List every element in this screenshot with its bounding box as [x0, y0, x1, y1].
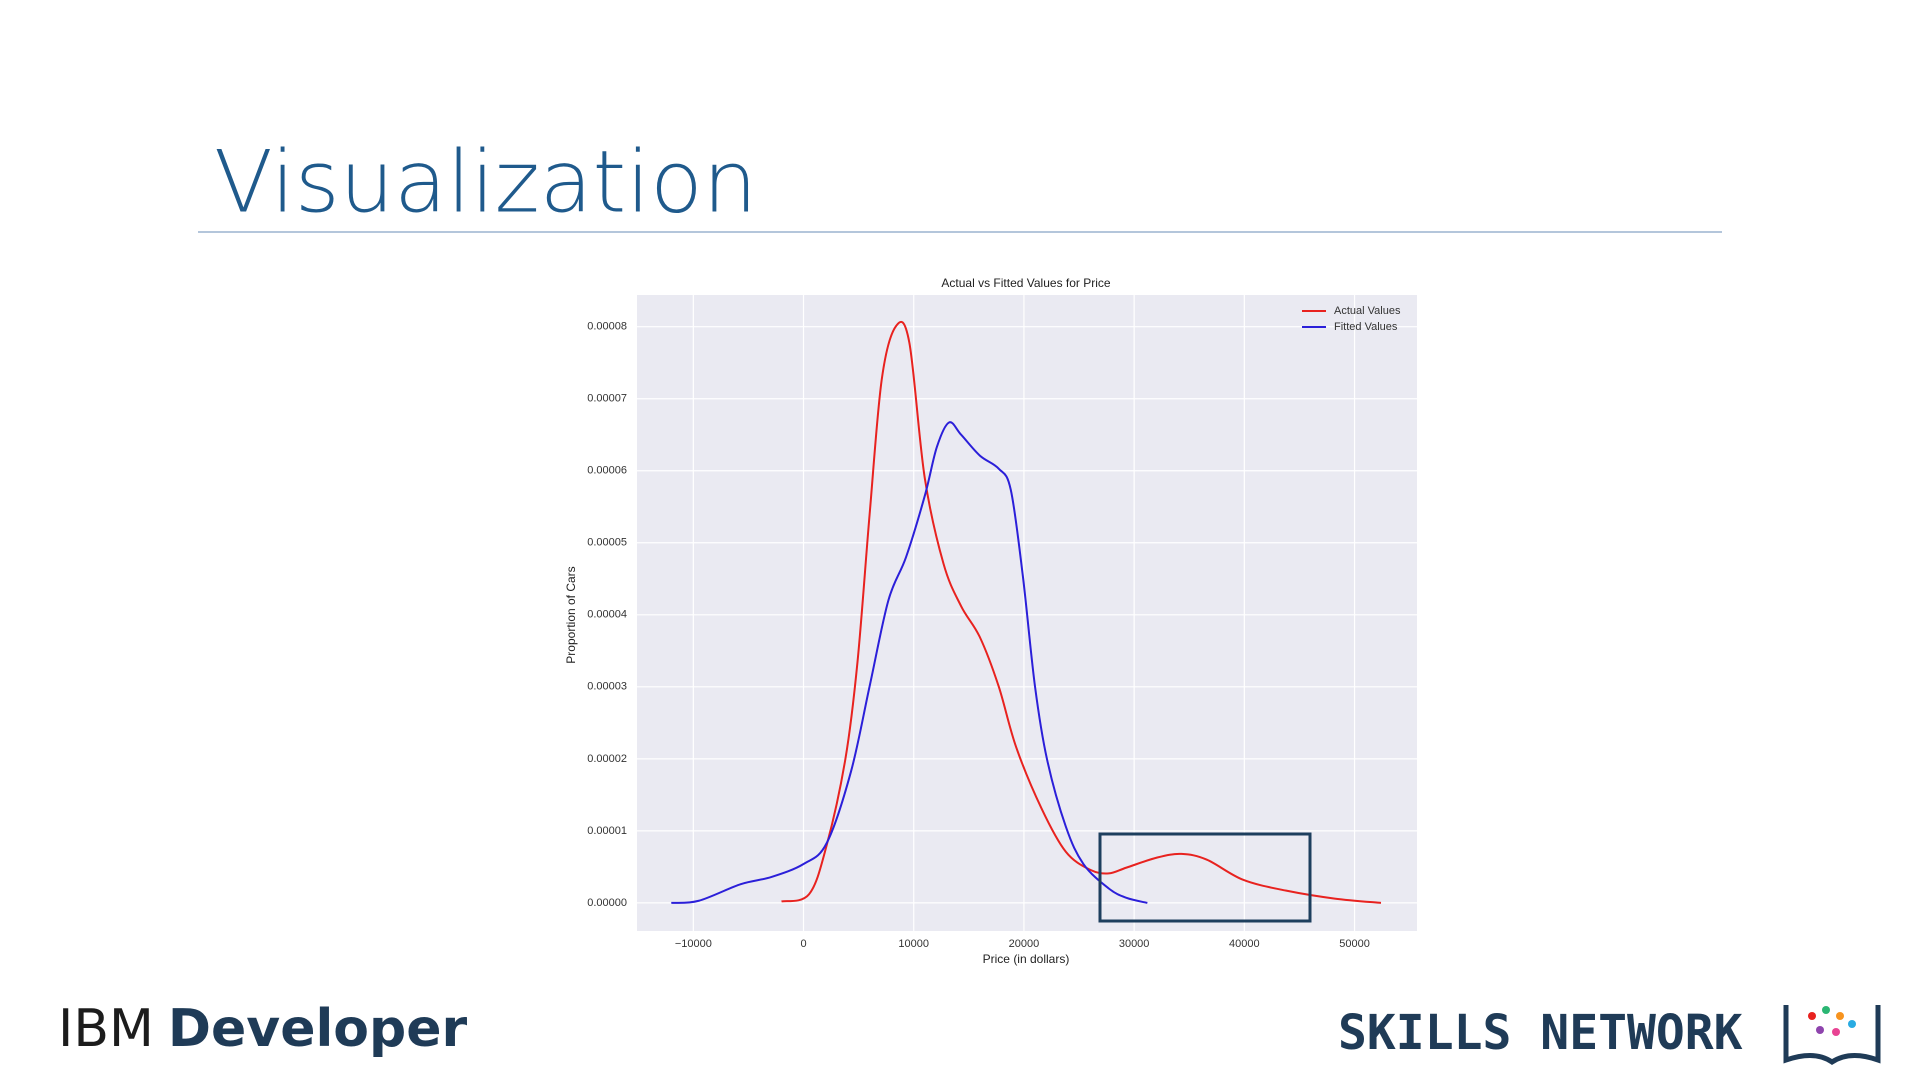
y-tick-label: 0.00005	[587, 537, 627, 549]
y-tick-label: 0.00003	[587, 681, 627, 693]
y-tick-label: 0.00000	[587, 897, 627, 909]
brand-right: SKILLS NETWORK	[1338, 1005, 1743, 1061]
x-tick-label: 50000	[1339, 938, 1370, 950]
x-axis-label: Price (in dollars)	[983, 952, 1070, 966]
brand-ibm: IBM	[58, 999, 154, 1059]
x-tick-label: 0	[800, 938, 806, 950]
slide-title: Visualization	[214, 133, 757, 233]
x-tick-label: 40000	[1229, 938, 1260, 950]
chart-title: Actual vs Fitted Values for Price	[941, 276, 1111, 290]
skills-logo	[1783, 1005, 1881, 1066]
x-tick-label: 30000	[1119, 938, 1150, 950]
data-line	[671, 421, 1148, 904]
x-tick-label: 20000	[1009, 938, 1040, 950]
highlight-box	[1098, 832, 1312, 923]
data-line	[781, 320, 1382, 904]
y-tick-label: 0.00002	[587, 753, 627, 765]
x-tick-label: −10000	[675, 938, 712, 950]
y-tick-label: 0.00001	[587, 825, 627, 837]
y-tick-label: 0.00007	[587, 393, 627, 405]
y-tick-label: 0.00006	[587, 465, 627, 477]
legend-label: Actual Values	[1334, 305, 1401, 317]
y-axis-label: Proportion of Cars	[564, 566, 578, 663]
y-tick-label: 0.00008	[587, 321, 627, 333]
chart: −10000 0 10000 20000 30000 40000 50000 0.00000 0…	[587, 295, 1417, 950]
brand-developer: Developer	[168, 999, 468, 1059]
legend-label: Fitted Values	[1334, 321, 1398, 333]
x-tick-label: 10000	[898, 938, 929, 950]
y-tick-label: 0.00004	[587, 609, 627, 621]
brand-left: IBM Developer	[58, 999, 468, 1059]
